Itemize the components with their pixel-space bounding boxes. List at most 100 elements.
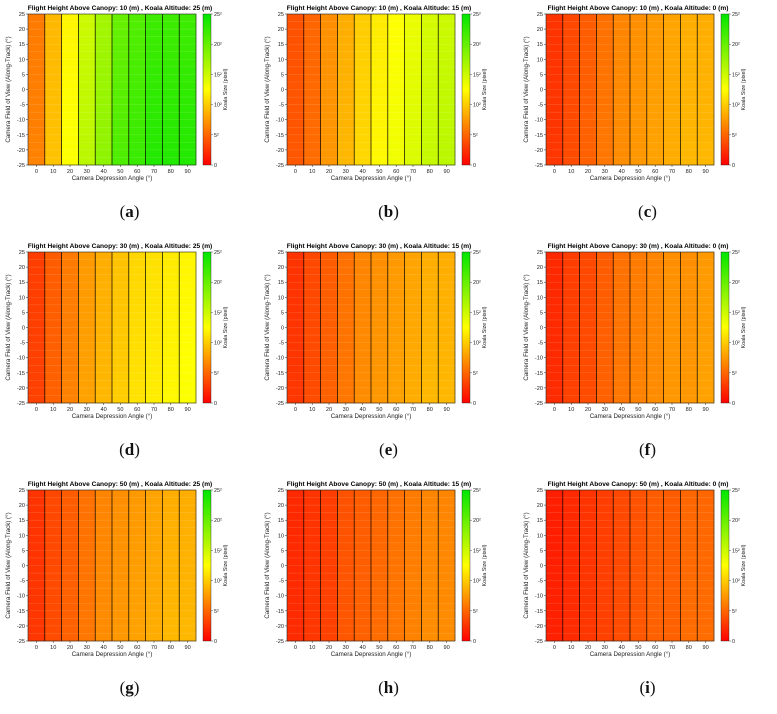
heatmap-cell [128,51,146,60]
subfigure-label: (b) [378,202,399,221]
heatmap-cell [562,119,580,128]
heatmap-cell [128,490,146,498]
colorbar-tick-label: 0 [732,639,735,645]
heatmap-cell [596,97,614,105]
heatmap-cell [287,335,305,343]
heatmap-cell [61,97,79,105]
heatmap-cell [320,252,338,260]
heatmap-cell [663,297,681,306]
heatmap-cell [371,490,389,498]
heatmap-cell [663,550,681,559]
heatmap-cell [387,119,405,128]
y-axis-label: Camera Field of View (Along-Track) (°) [5,36,12,142]
heatmap-cell [128,557,146,566]
heatmap-cell [630,395,648,404]
heatmap-cell [613,505,631,513]
heatmap-cell [303,610,321,619]
heatmap-cell [630,142,648,151]
heatmap-cell [112,134,130,143]
colorbar-tick-label: 15² [214,310,222,316]
heatmap-cell [562,97,580,105]
heatmap-cell [596,603,614,612]
heatmap-cell [562,104,580,113]
heatmap-cell [579,74,597,83]
heatmap-cell [112,542,130,551]
heatmap-cell [387,149,405,158]
heatmap-cell [546,304,564,313]
heatmap-cell [663,112,681,120]
heatmap-cell [421,274,439,283]
y-axis-label: Camera Field of View (Along-Track) (°) [5,512,12,618]
x-tick-label: 30 [84,407,90,413]
heatmap-cell [630,119,648,128]
heatmap-cell [579,573,597,581]
heatmap-cell [697,29,715,37]
heatmap-cell [546,372,564,381]
heatmap-cell [630,289,648,298]
heatmap-cell [371,395,389,404]
heatmap-cell [28,59,46,68]
heatmap-cell [61,51,79,60]
heatmap-cell [28,89,46,98]
y-tick-label: -5 [538,341,543,347]
heatmap-cell [596,565,614,574]
x-tick-label: 90 [184,407,190,413]
y-tick-label: -15 [276,133,284,139]
heatmap-cell [697,603,715,612]
heatmap-cell [287,259,305,268]
heatmap-cell [663,505,681,513]
heatmap-cell [337,618,355,627]
heatmap-cell [179,97,197,105]
heatmap-cell [613,633,631,642]
heatmap-cell [287,289,305,298]
heatmap-cell [387,74,405,83]
heatmap-cell [371,550,389,559]
heatmap-cell [646,289,664,298]
y-tick-label: 0 [281,88,284,94]
chart-panel-e: Flight Height Above Canopy: 30 (m) , Koa… [259,238,518,476]
heatmap-cell [546,89,564,98]
y-tick-label: -5 [279,341,284,347]
heatmap-cell [646,119,664,128]
heatmap-cell [303,297,321,306]
y-axis-label: Camera Field of View (Along-Track) (°) [523,274,530,380]
heatmap-cell [112,603,130,612]
heatmap-cell [680,112,698,120]
heatmap-cell [421,289,439,298]
heatmap-cell [371,149,389,158]
heatmap-cell [697,119,715,128]
heatmap-cell [613,89,631,98]
heatmap-cell [646,633,664,642]
colorbar [461,489,471,642]
y-tick-label: 0 [540,326,543,332]
heatmap-cell [28,282,46,291]
heatmap-cell [162,51,180,60]
heatmap-cell [162,59,180,68]
y-tick-label: 10 [19,533,25,539]
y-tick-label: -5 [20,341,25,347]
heatmap-cell [630,297,648,306]
heatmap-cell [95,142,113,151]
y-tick-label: -25 [535,401,543,407]
heatmap-cell [404,297,422,306]
colorbar-tick-label: 20² [732,280,740,286]
heatmap-cell [320,29,338,37]
heatmap-cell [320,588,338,596]
heatmap-cell [663,312,681,321]
heatmap-cell [387,274,405,283]
y-tick-label: -10 [276,594,284,600]
heatmap-cell [320,59,338,68]
heatmap-cell [680,633,698,642]
heatmap-cell [387,297,405,306]
heatmap-cell [646,252,664,260]
colorbar-tick-label: 20² [473,42,481,48]
heatmap-cell [44,112,62,120]
heatmap-cell [28,497,46,506]
heatmap-cell [546,542,564,551]
heatmap-cell [613,497,631,506]
heatmap-cell [663,149,681,158]
heatmap-cell [421,573,439,581]
heatmap-cell [680,66,698,75]
heatmap-cell [646,588,664,596]
heatmap-cell [162,327,180,336]
